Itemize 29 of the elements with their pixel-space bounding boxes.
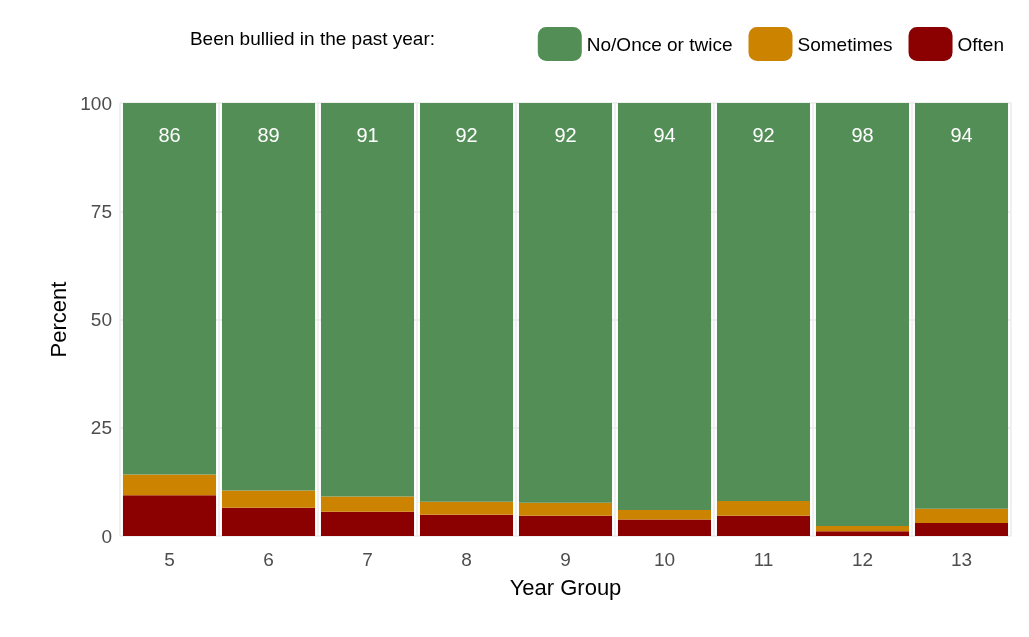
data-label: 89 [257,124,280,146]
legend-label: Sometimes [797,33,893,55]
y-tick-label: 50 [90,309,112,330]
data-label: 92 [752,124,775,146]
x-tick-label: 8 [461,549,472,570]
data-label: 91 [356,124,379,146]
x-tick-label: 11 [753,549,774,570]
data-label: 86 [158,124,181,146]
data-label: 98 [851,124,874,146]
x-tick-label: 13 [950,549,973,570]
x-tick-label: 12 [851,549,874,570]
legend-title: Been bullied in the past year: [189,28,436,49]
data-label: 92 [554,124,577,146]
y-tick-label: 75 [90,200,112,222]
x-tick-label: 5 [164,549,175,570]
data-label: 94 [653,124,676,146]
y-tick-label: 100 [80,92,112,114]
data-label: 94 [950,124,973,146]
data-label: 92 [455,124,478,146]
x-tick-label: 10 [653,549,676,570]
legend-label: No/Once or twice [586,33,733,55]
x-tick-label: 6 [263,549,274,570]
x-tick-label: 9 [560,549,571,570]
x-axis-title: Year Group [509,574,622,600]
x-tick-label: 7 [362,549,373,570]
y-tick-label: 0 [101,525,112,547]
y-tick-label: 25 [90,417,112,439]
y-axis-title: Percent [45,281,71,358]
legend-label: Often [957,33,1005,55]
